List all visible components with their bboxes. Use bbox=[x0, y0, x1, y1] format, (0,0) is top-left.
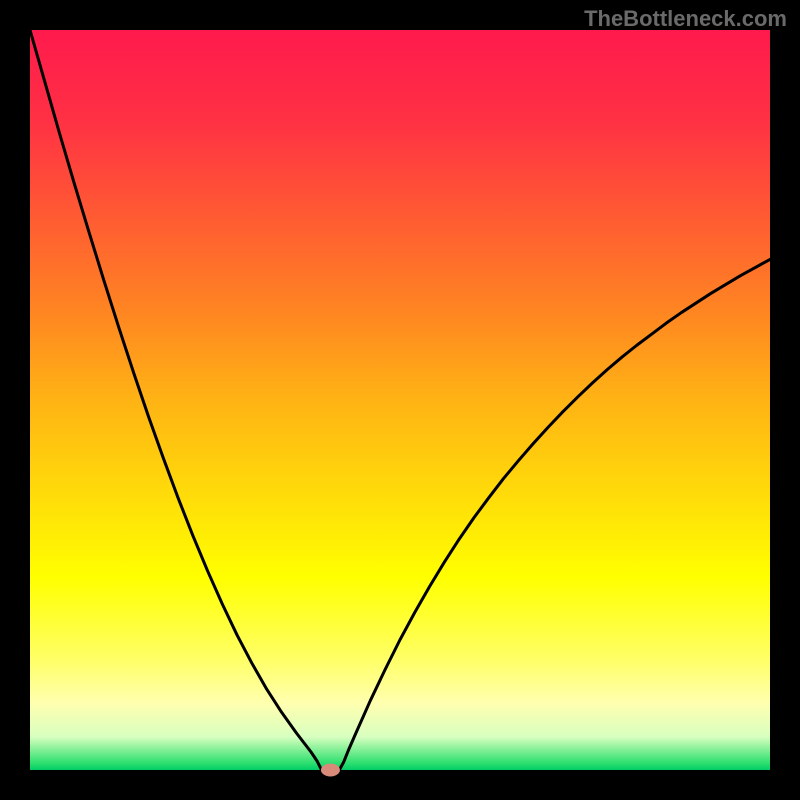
optimal-marker bbox=[321, 764, 339, 776]
chart-root: TheBottleneck.com bbox=[0, 0, 800, 800]
chart-svg bbox=[0, 0, 800, 800]
plot-gradient-area bbox=[30, 30, 770, 770]
